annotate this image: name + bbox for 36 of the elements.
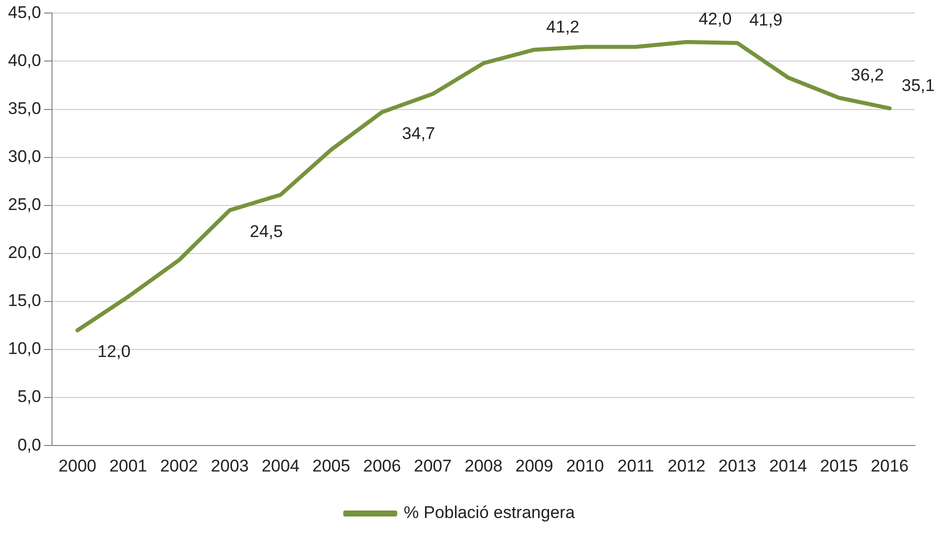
y-tick-label: 0,0 bbox=[17, 435, 42, 454]
data-label: 42,0 bbox=[698, 10, 732, 29]
y-tick-label: 40,0 bbox=[8, 50, 42, 70]
data-label: 36,2 bbox=[850, 65, 884, 84]
data-label: 35,1 bbox=[902, 76, 935, 96]
x-tick-label: 2013 bbox=[718, 456, 756, 476]
x-tick-label: 2007 bbox=[414, 456, 452, 476]
x-tick-label: 2015 bbox=[820, 456, 858, 476]
legend-label: % Població estrangera bbox=[404, 503, 576, 522]
x-tick-label: 2014 bbox=[769, 456, 808, 476]
y-tick-label: 15,0 bbox=[8, 291, 42, 310]
data-label: 41,2 bbox=[546, 17, 580, 36]
data-label: 24,5 bbox=[250, 222, 283, 241]
y-tick-label: 10,0 bbox=[8, 339, 42, 358]
y-tick-label: 5,0 bbox=[17, 387, 42, 406]
x-tick-label: 2016 bbox=[870, 456, 909, 476]
x-tick-label: 2004 bbox=[262, 456, 300, 476]
x-tick-label: 2009 bbox=[515, 456, 554, 476]
x-tick-label: 2001 bbox=[109, 456, 148, 476]
data-label: 34,7 bbox=[402, 124, 436, 143]
y-tick-label: 45,0 bbox=[8, 2, 42, 22]
x-tick-label: 2010 bbox=[566, 456, 604, 476]
x-tick-label: 2006 bbox=[363, 456, 401, 476]
x-tick-label: 2005 bbox=[312, 456, 350, 476]
x-tick-label: 2003 bbox=[210, 456, 249, 476]
y-tick-label: 20,0 bbox=[8, 243, 42, 262]
y-tick-label: 35,0 bbox=[8, 98, 42, 118]
data-label: 41,9 bbox=[749, 10, 782, 30]
y-tick-label: 25,0 bbox=[8, 195, 42, 214]
x-tick-label: 2011 bbox=[618, 456, 654, 476]
data-label: 12,0 bbox=[97, 342, 131, 361]
x-tick-label: 2012 bbox=[668, 456, 706, 476]
x-tick-label: 2000 bbox=[58, 456, 96, 476]
x-tick-label: 2002 bbox=[160, 456, 198, 476]
x-tick-label: 2008 bbox=[464, 456, 502, 476]
y-tick-label: 30,0 bbox=[8, 147, 42, 166]
